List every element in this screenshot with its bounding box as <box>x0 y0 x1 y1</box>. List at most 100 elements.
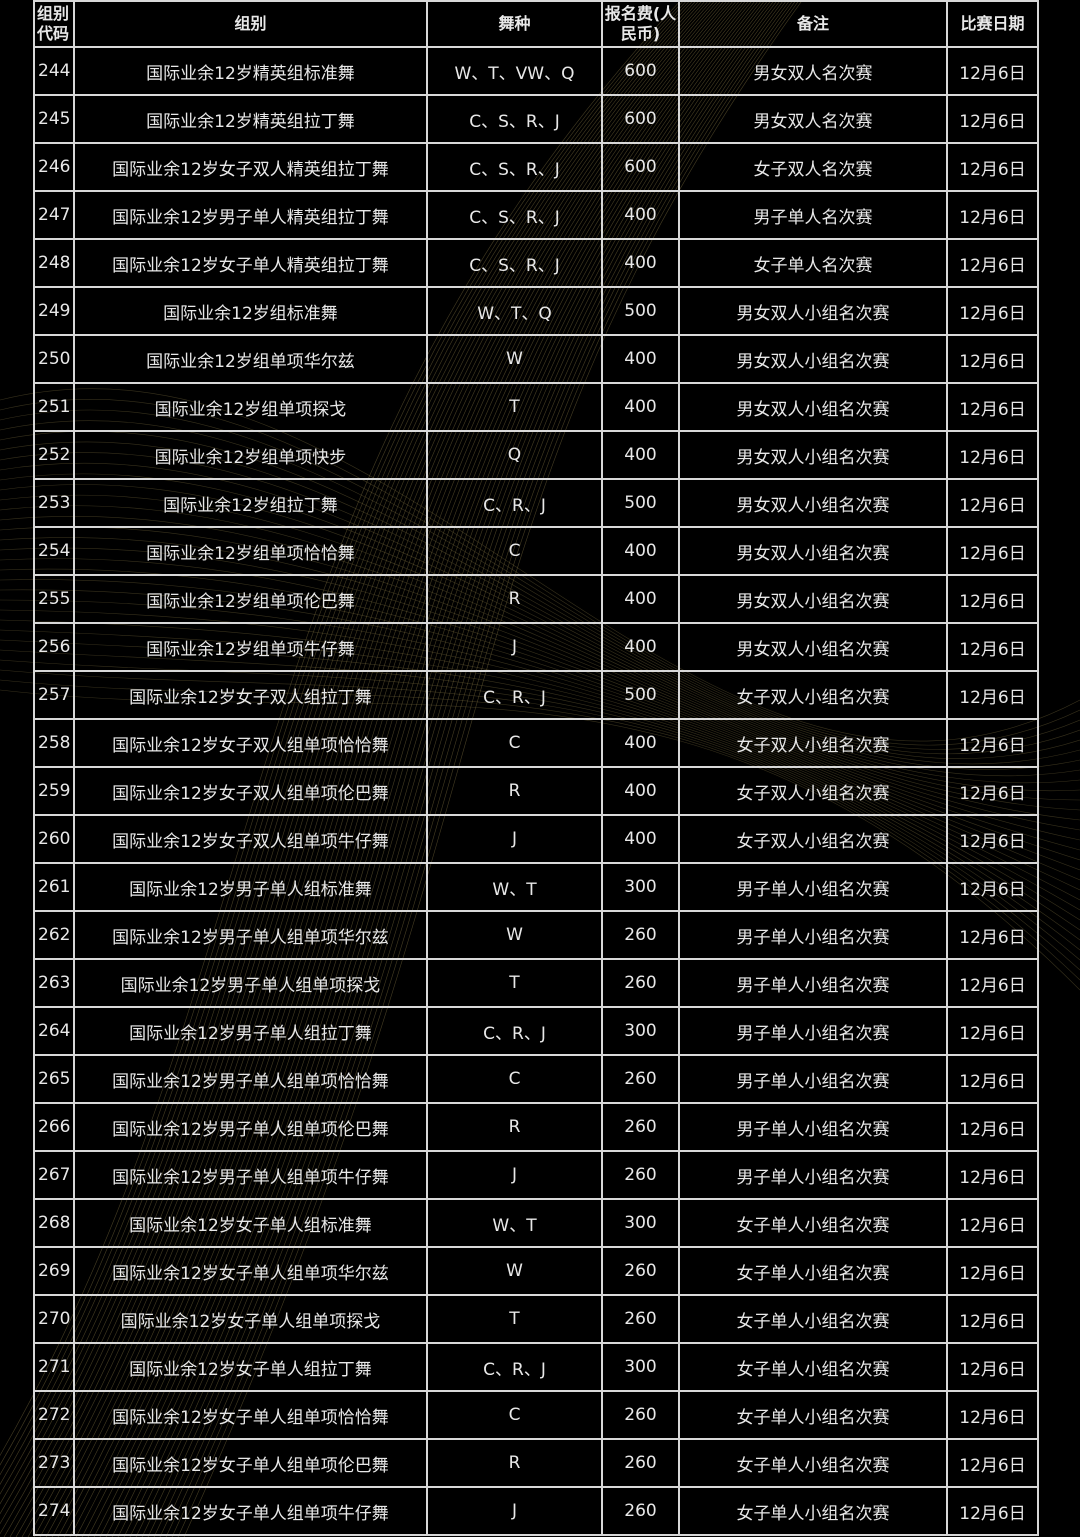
cell-date: 12月6日 <box>946 94 1039 144</box>
cell-code: 263 <box>33 958 75 1008</box>
table-row: 269 国际业余12岁女子单人组单项华尔兹 W 260 女子单人小组名次赛 12月6日 <box>33 1246 1039 1296</box>
table-row: 260 国际业余12岁女子双人组单项牛仔舞 J 400 女子双人小组名次赛 12月6日 <box>33 814 1039 864</box>
cell-group: 国际业余12岁组单项探戈 <box>73 382 428 432</box>
cell-date: 12月6日 <box>946 958 1039 1008</box>
table-row: 266 国际业余12岁男子单人组单项伦巴舞 R 260 男子单人小组名次赛 12月6日 <box>33 1102 1039 1152</box>
cell-group: 国际业余12岁女子双人组单项牛仔舞 <box>73 814 428 864</box>
cell-dance: C、R、J <box>426 1006 603 1056</box>
cell-date: 12月6日 <box>946 526 1039 576</box>
header-row: 组别代码 组别 舞种 报名费(人民币) 备注 比赛日期 <box>33 0 1039 48</box>
header-fee: 报名费(人民币) <box>601 0 680 48</box>
cell-date: 12月6日 <box>946 430 1039 480</box>
cell-dance: W、T、VW、Q <box>426 46 603 96</box>
cell-fee: 260 <box>601 1294 680 1344</box>
cell-note: 女子双人小组名次赛 <box>678 766 948 816</box>
cell-fee: 500 <box>601 478 680 528</box>
table-row: 253 国际业余12岁组拉丁舞 C、R、J 500 男女双人小组名次赛 12月6日 <box>33 478 1039 528</box>
cell-dance: W <box>426 1246 603 1296</box>
cell-dance: R <box>426 1438 603 1488</box>
cell-note: 男女双人小组名次赛 <box>678 574 948 624</box>
cell-group: 国际业余12岁女子单人组单项华尔兹 <box>73 1246 428 1296</box>
cell-fee: 400 <box>601 814 680 864</box>
cell-dance: C、R、J <box>426 478 603 528</box>
table-row: 262 国际业余12岁男子单人组单项华尔兹 W 260 男子单人小组名次赛 12月6日 <box>33 910 1039 960</box>
cell-group: 国际业余12岁男子单人组单项恰恰舞 <box>73 1054 428 1104</box>
cell-dance: C <box>426 526 603 576</box>
cell-group: 国际业余12岁女子双人组拉丁舞 <box>73 670 428 720</box>
cell-code: 266 <box>33 1102 75 1152</box>
cell-note: 男女双人小组名次赛 <box>678 286 948 336</box>
cell-group: 国际业余12岁男子单人组单项探戈 <box>73 958 428 1008</box>
cell-code: 256 <box>33 622 75 672</box>
cell-date: 12月6日 <box>946 814 1039 864</box>
cell-date: 12月6日 <box>946 1294 1039 1344</box>
table-row: 258 国际业余12岁女子双人组单项恰恰舞 C 400 女子双人小组名次赛 12月6日 <box>33 718 1039 768</box>
cell-note: 女子单人小组名次赛 <box>678 1342 948 1392</box>
cell-code: 270 <box>33 1294 75 1344</box>
cell-code: 247 <box>33 190 75 240</box>
table-row: 252 国际业余12岁组单项快步 Q 400 男女双人小组名次赛 12月6日 <box>33 430 1039 480</box>
cell-note: 女子单人小组名次赛 <box>678 1198 948 1248</box>
cell-note: 男女双人小组名次赛 <box>678 334 948 384</box>
cell-group: 国际业余12岁女子单人组单项牛仔舞 <box>73 1486 428 1536</box>
cell-code: 253 <box>33 478 75 528</box>
cell-fee: 260 <box>601 1246 680 1296</box>
cell-date: 12月6日 <box>946 1198 1039 1248</box>
cell-dance: R <box>426 766 603 816</box>
cell-fee: 300 <box>601 862 680 912</box>
cell-code: 271 <box>33 1342 75 1392</box>
cell-fee: 500 <box>601 670 680 720</box>
cell-group: 国际业余12岁男子单人组单项伦巴舞 <box>73 1102 428 1152</box>
table-row: 270 国际业余12岁女子单人组单项探戈 T 260 女子单人小组名次赛 12月6日 <box>33 1294 1039 1344</box>
table-row: 245 国际业余12岁精英组拉丁舞 C、S、R、J 600 男女双人名次赛 12月6日 <box>33 94 1039 144</box>
cell-note: 女子单人小组名次赛 <box>678 1438 948 1488</box>
cell-dance: C <box>426 1054 603 1104</box>
cell-fee: 400 <box>601 766 680 816</box>
cell-note: 男子单人小组名次赛 <box>678 1150 948 1200</box>
competition-table: 组别代码 组别 舞种 报名费(人民币) 备注 比赛日期 244 国际业余12岁精英… <box>33 0 1039 1536</box>
table-row: 247 国际业余12岁男子单人精英组拉丁舞 C、S、R、J 400 男子单人名次赛 12月… <box>33 190 1039 240</box>
cell-fee: 300 <box>601 1198 680 1248</box>
cell-note: 男子单人小组名次赛 <box>678 1006 948 1056</box>
cell-date: 12月6日 <box>946 1342 1039 1392</box>
cell-note: 男子单人小组名次赛 <box>678 910 948 960</box>
cell-date: 12月6日 <box>946 238 1039 288</box>
cell-fee: 400 <box>601 382 680 432</box>
cell-fee: 300 <box>601 1006 680 1056</box>
cell-code: 261 <box>33 862 75 912</box>
cell-fee: 260 <box>601 1054 680 1104</box>
cell-code: 248 <box>33 238 75 288</box>
cell-dance: W、T、Q <box>426 286 603 336</box>
cell-group: 国际业余12岁男子单人组拉丁舞 <box>73 1006 428 1056</box>
cell-dance: J <box>426 1486 603 1536</box>
cell-note: 男子单人小组名次赛 <box>678 862 948 912</box>
cell-fee: 260 <box>601 958 680 1008</box>
cell-dance: T <box>426 382 603 432</box>
cell-group: 国际业余12岁女子单人精英组拉丁舞 <box>73 238 428 288</box>
cell-date: 12月6日 <box>946 1006 1039 1056</box>
table-row: 259 国际业余12岁女子双人组单项伦巴舞 R 400 女子双人小组名次赛 12月6日 <box>33 766 1039 816</box>
cell-note: 女子单人名次赛 <box>678 238 948 288</box>
cell-fee: 600 <box>601 46 680 96</box>
cell-fee: 260 <box>601 1390 680 1440</box>
cell-date: 12月6日 <box>946 862 1039 912</box>
table-row: 263 国际业余12岁男子单人组单项探戈 T 260 男子单人小组名次赛 12月6日 <box>33 958 1039 1008</box>
cell-group: 国际业余12岁男子单人精英组拉丁舞 <box>73 190 428 240</box>
cell-fee: 400 <box>601 238 680 288</box>
cell-date: 12月6日 <box>946 286 1039 336</box>
cell-code: 246 <box>33 142 75 192</box>
cell-group: 国际业余12岁组单项华尔兹 <box>73 334 428 384</box>
cell-fee: 400 <box>601 574 680 624</box>
table-row: 267 国际业余12岁男子单人组单项牛仔舞 J 260 男子单人小组名次赛 12月6日 <box>33 1150 1039 1200</box>
cell-code: 244 <box>33 46 75 96</box>
cell-code: 273 <box>33 1438 75 1488</box>
header-code: 组别代码 <box>33 0 75 48</box>
cell-code: 254 <box>33 526 75 576</box>
cell-note: 女子双人小组名次赛 <box>678 718 948 768</box>
cell-code: 252 <box>33 430 75 480</box>
cell-group: 国际业余12岁女子单人组单项伦巴舞 <box>73 1438 428 1488</box>
cell-fee: 400 <box>601 622 680 672</box>
cell-date: 12月6日 <box>946 1486 1039 1536</box>
cell-note: 女子双人小组名次赛 <box>678 670 948 720</box>
cell-note: 男女双人名次赛 <box>678 94 948 144</box>
